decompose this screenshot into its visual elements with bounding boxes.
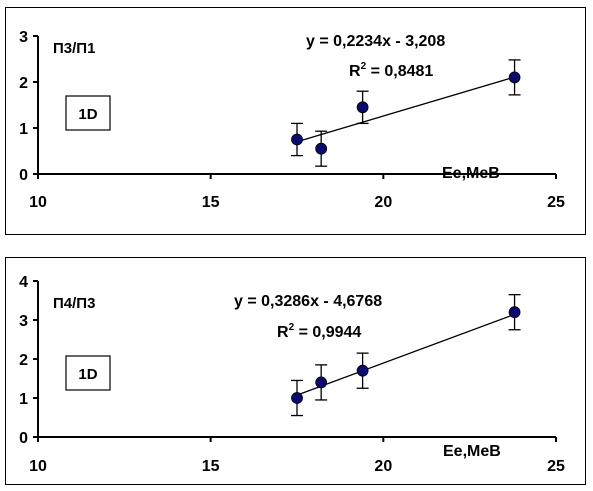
y-axis-label: П4/П3 — [53, 295, 95, 312]
x-tick-label: 15 — [202, 194, 220, 211]
y-axis-label: П3/П1 — [53, 40, 95, 57]
r2-sup: 2 — [361, 61, 367, 72]
r2-sup: 2 — [289, 322, 295, 333]
x-tick-label: 25 — [547, 194, 565, 211]
data-point — [356, 101, 369, 114]
data-point — [508, 71, 521, 84]
chart-p3-p1-plot: 10 15 20 25 0 1 2 3 П3/П1 Ee,MeB 1D y = 0,2234x… — [19, 29, 565, 211]
x-tick-label: 10 — [29, 458, 47, 475]
x-tick-label: 20 — [374, 194, 392, 211]
r-squared-label: R2 = 0,9944 — [277, 322, 361, 341]
chart-p4-p3-plot: 10 15 20 25 0 1 2 3 4 П4/П3 Ee,MeB 1D y = 0,3286… — [19, 274, 565, 475]
y-tick-label: 4 — [19, 274, 28, 291]
r-squared-label: R2 = 0,8481 — [349, 61, 433, 80]
y-tick-label: 0 — [19, 167, 28, 184]
series-tag-box — [65, 355, 111, 391]
trendline-equation: y = 0,2234x - 3,208 — [306, 33, 445, 50]
trendline — [296, 313, 515, 396]
r2-value: = 0,8481 — [366, 63, 433, 80]
y-tick-label: 1 — [19, 391, 28, 408]
x-tick-label: 15 — [202, 458, 220, 475]
data-point — [291, 392, 303, 404]
chart-p3-p1: 10 15 20 25 0 1 2 3 П3/П1 Ee,MeB 1D y = 0,2234x… — [5, 7, 586, 235]
trendline-equation: y = 0,3286x - 4,6768 — [234, 293, 382, 310]
r2-prefix: R — [349, 63, 361, 80]
r2-prefix: R — [277, 324, 289, 341]
y-tick-label: 1 — [19, 121, 28, 138]
x-tick-label: 20 — [374, 458, 392, 475]
x-tick-label: 10 — [29, 194, 47, 211]
x-axis-label: Ee,MeB — [442, 165, 500, 182]
y-tick-label: 3 — [19, 29, 28, 46]
series-tag: 1D — [78, 366, 97, 383]
y-tick-label: 2 — [19, 75, 28, 92]
trendline — [296, 76, 515, 143]
series-tag-box — [65, 95, 111, 131]
data-point — [315, 376, 328, 389]
data-point — [356, 364, 369, 377]
r2-value: = 0,9944 — [294, 324, 361, 341]
y-tick-label: 0 — [19, 430, 28, 447]
chart-p4-p3: 10 15 20 25 0 1 2 3 4 П4/П3 Ee,MeB 1D y = 0,3286… — [5, 257, 586, 485]
data-point — [315, 142, 328, 155]
y-tick-label: 3 — [19, 313, 28, 330]
x-axis-label: Ee,MeB — [443, 443, 501, 460]
x-tick-label: 25 — [547, 458, 565, 475]
data-point — [508, 306, 521, 319]
data-point — [291, 133, 303, 146]
series-tag: 1D — [78, 106, 97, 123]
y-tick-label: 2 — [19, 352, 28, 369]
